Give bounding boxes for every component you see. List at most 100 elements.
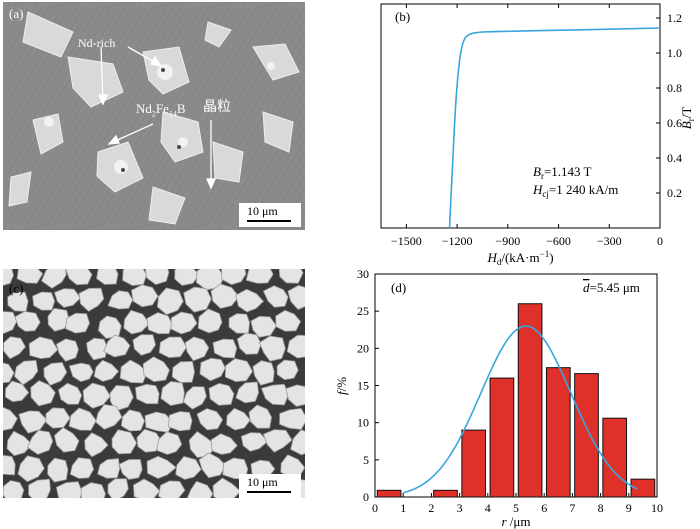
y-tick-label: 0.6 — [667, 116, 682, 130]
grain — [43, 361, 68, 386]
panel-c-scale-bar — [247, 491, 291, 493]
phase-sub2: 14 — [168, 109, 177, 119]
plot-frame — [380, 3, 661, 229]
grain — [95, 404, 123, 430]
histogram-bar — [545, 367, 571, 498]
grain — [132, 334, 157, 356]
phase-base: Nd — [136, 101, 152, 116]
x-axis-label: Hd/(kA·m−1) — [486, 249, 553, 267]
grain — [26, 429, 54, 455]
grain — [236, 332, 262, 355]
annotation-arrows — [97, 46, 217, 190]
histogram-bar — [574, 373, 599, 498]
grain — [210, 433, 238, 455]
grain — [97, 458, 121, 479]
nd2fe14b-label: Nd2Fe14B — [136, 101, 186, 119]
grain — [208, 382, 235, 406]
x-tick-label: 8 — [598, 501, 604, 515]
y-axis-label: f/% — [334, 377, 349, 395]
y-tick-label: 0.2 — [667, 186, 682, 200]
histogram-bar — [517, 303, 543, 498]
grain — [118, 459, 143, 480]
grain — [134, 383, 160, 405]
grain — [197, 308, 223, 334]
histogram-bar — [630, 478, 656, 498]
grain — [68, 407, 97, 431]
y-tick-label: 0 — [363, 490, 369, 504]
grain — [111, 429, 138, 455]
x-tick-label: 5 — [513, 501, 519, 515]
grain — [45, 407, 71, 429]
grain — [93, 359, 120, 382]
grain — [183, 286, 212, 313]
chart-d: 0 1 2 3 4 5 6 7 8 9 10 0 5 10 15 20 25 30 (d) d=5.45 μm r /μ… — [334, 268, 663, 529]
grain — [0, 405, 18, 432]
grain — [30, 380, 56, 407]
grain — [160, 380, 185, 406]
mean-annotation: d=5.45 μm — [583, 280, 640, 295]
grain — [252, 360, 275, 386]
grain — [262, 429, 293, 453]
grain — [47, 307, 70, 332]
grain — [14, 310, 41, 332]
grain — [86, 337, 108, 361]
grain — [235, 381, 260, 404]
grain — [250, 315, 277, 338]
grain — [68, 362, 94, 383]
panel-c-scale-text: 10 μm — [247, 475, 278, 489]
histogram-bar — [461, 429, 487, 498]
grain — [53, 427, 80, 453]
gaussian-fit-curve — [402, 325, 638, 494]
grain — [184, 336, 210, 362]
grain — [0, 454, 16, 476]
grain — [47, 457, 69, 483]
grain — [130, 284, 159, 308]
y-tick-label: 1.2 — [667, 11, 682, 25]
grain — [212, 338, 238, 359]
phase-mid: Fe — [155, 101, 169, 116]
panel-a-scale-bar — [247, 220, 291, 222]
y-tick-label: 25 — [357, 304, 369, 318]
panel-b-label: (b) — [395, 9, 410, 24]
grain — [78, 287, 105, 312]
grain — [0, 311, 18, 335]
panel-c-image — [0, 260, 320, 507]
grain — [260, 383, 290, 406]
phase-sub1: 2 — [151, 109, 156, 119]
grain-label: 晶粒 — [203, 99, 231, 115]
nd-rich-label: Nd-rich — [78, 36, 116, 50]
x-axis-label: r /μm — [501, 514, 530, 529]
x-tick-label: −1500 — [391, 234, 422, 248]
nd-rich-phases — [8, 11, 300, 225]
grain — [0, 361, 15, 384]
demagnetization-curve — [448, 27, 661, 229]
grain — [198, 452, 227, 479]
grain — [18, 410, 48, 434]
grain — [82, 382, 111, 409]
x-tick-label: 6 — [541, 501, 547, 515]
chart-b: −1500 −1200 −900 −600 −300 0 0.2 0.4 0.6 0.8 1.0 1.… — [380, 3, 696, 267]
grain — [156, 287, 184, 316]
y-tick-label: 0.8 — [667, 81, 682, 95]
grain — [107, 290, 134, 310]
panel-d-label: (d) — [391, 280, 406, 295]
grain — [146, 312, 173, 335]
grain — [6, 430, 33, 457]
dark-pores — [121, 68, 181, 172]
panel-c: (c) 10 μm — [0, 260, 320, 507]
y-axis-label: Br/T — [679, 107, 696, 130]
annotation-line: Hcj=1 240 kA/m — [532, 182, 618, 199]
y-tick-label: 20 — [357, 341, 369, 355]
histogram-bar — [489, 377, 515, 498]
x-tick-label: −900 — [495, 234, 520, 248]
x-tick-label: 0 — [372, 501, 378, 515]
panel-a-label: (a) — [9, 6, 24, 21]
grain — [28, 336, 59, 360]
grain — [156, 431, 183, 455]
grain — [175, 455, 202, 480]
panel-c-scale-box: 10 μm — [239, 474, 301, 498]
grain — [32, 291, 56, 311]
y-tick-label: 15 — [357, 379, 369, 393]
histogram-bar — [602, 417, 628, 498]
grain — [235, 288, 265, 313]
